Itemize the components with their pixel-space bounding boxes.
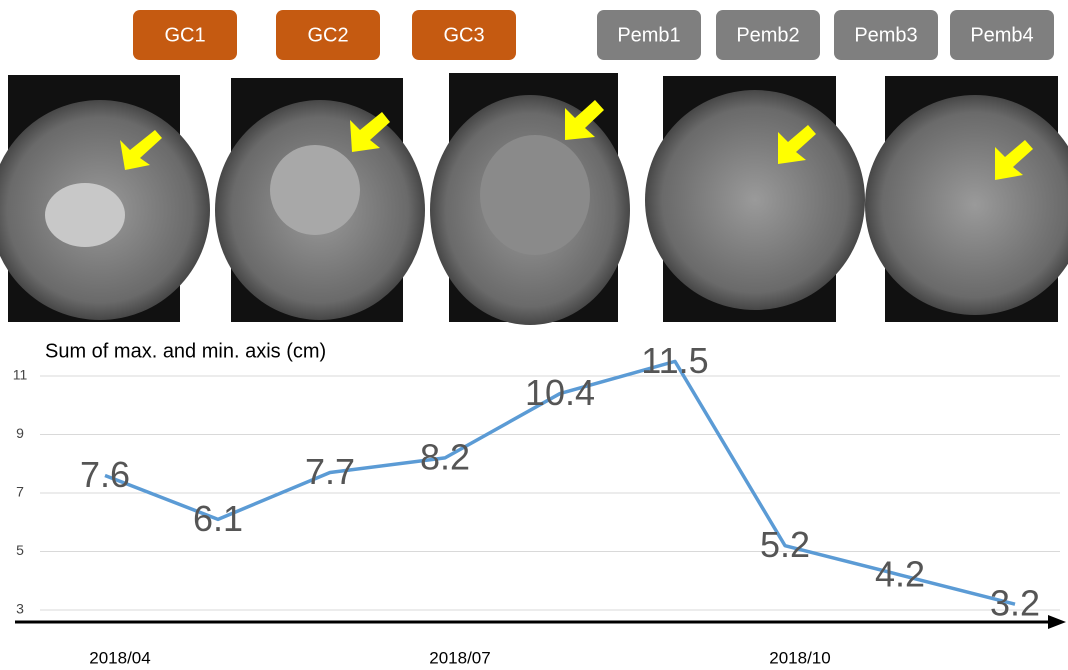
ct-image — [865, 76, 1068, 322]
data-label: 7.7 — [305, 451, 355, 492]
treatment-label: Pemb3 — [854, 24, 917, 46]
ct-image — [430, 73, 630, 325]
x-tick-label: 2018/04 — [89, 648, 150, 667]
data-label: 10.4 — [525, 372, 595, 413]
ct-images — [0, 73, 1068, 325]
y-tick-label: 9 — [16, 425, 24, 441]
y-tick-label: 3 — [16, 601, 24, 617]
ct-image — [215, 78, 425, 322]
treatment-label: GC2 — [307, 24, 348, 46]
x-axis-arrow — [1048, 615, 1066, 629]
treatment-label: Pemb1 — [617, 24, 680, 46]
data-label: 5.2 — [760, 524, 810, 565]
x-tick-label: 2018/10 — [769, 648, 830, 667]
data-label: 4.2 — [875, 553, 925, 594]
data-label: 8.2 — [420, 436, 470, 477]
y-tick-label: 11 — [13, 367, 28, 383]
ct-image — [0, 75, 210, 322]
y-axis-title: Sum of max. and min. axis (cm) — [45, 340, 326, 362]
treatment-label: Pemb4 — [970, 24, 1033, 46]
y-tick-label: 7 — [16, 484, 24, 500]
treatment-label: GC1 — [164, 24, 205, 46]
data-label: 11.5 — [641, 340, 708, 381]
ct-image — [645, 76, 865, 322]
x-tick-label: 2018/07 — [429, 648, 490, 667]
data-label: 7.6 — [80, 454, 130, 495]
y-tick-label: 5 — [16, 542, 24, 558]
data-label: 6.1 — [193, 498, 243, 539]
data-label: 3.2 — [990, 583, 1040, 624]
treatment-label: GC3 — [443, 24, 484, 46]
figure: Sum of max. and min. axis (cm) GC1 GC2 GC3… — [0, 0, 1068, 670]
treatment-label: Pemb2 — [736, 24, 799, 46]
